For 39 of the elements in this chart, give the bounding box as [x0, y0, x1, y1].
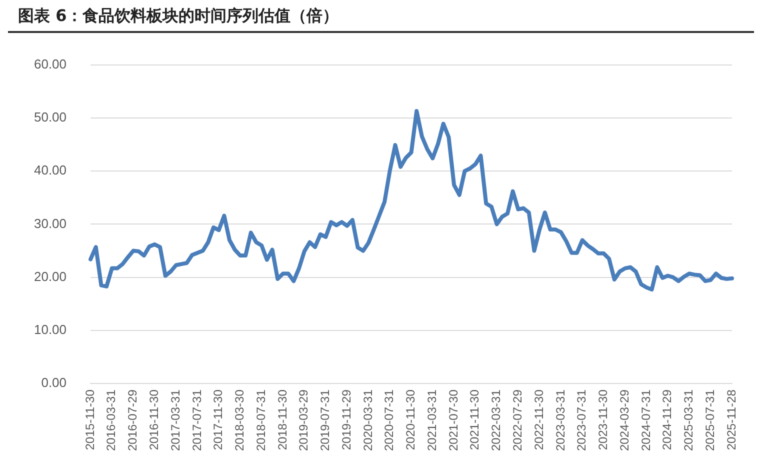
- x-tick-label: 2022-11-30: [532, 389, 546, 450]
- x-tick-label: 2018-07-31: [254, 389, 268, 452]
- x-tick-label: 2025-11-28: [724, 389, 738, 450]
- x-tick-label: 2020-03-31: [360, 389, 375, 452]
- y-tick-label: 40.00: [34, 162, 67, 178]
- x-tick-label: 2025-03-31: [682, 389, 696, 452]
- x-tick-label: 2021-03-31: [424, 389, 439, 452]
- x-tick-label: 2018-11-30: [275, 389, 290, 450]
- x-tick-label: 2016-03-31: [104, 389, 118, 452]
- x-tick-label: 2024-03-29: [617, 389, 632, 452]
- y-tick-label: 10.00: [34, 322, 67, 338]
- y-tick-label: 60.00: [34, 56, 67, 72]
- x-tick-label: 2023-03-31: [553, 389, 568, 452]
- y-tick-label: 30.00: [34, 216, 67, 231]
- y-tick-label: 20.00: [34, 268, 67, 284]
- chart-title: 图表 6：食品饮料板块的时间序列估值（倍）: [8, 0, 754, 33]
- x-tick-label: 2022-07-29: [510, 389, 524, 452]
- y-tick-label: 0.00: [41, 375, 67, 390]
- x-tick-label: 2021-07-30: [446, 389, 460, 452]
- x-tick-label: 2025-07-31: [702, 389, 717, 452]
- x-tick-label: 2016-07-29: [126, 389, 140, 452]
- x-tick-label: 2023-07-31: [574, 389, 589, 452]
- x-tick-label: 2019-11-29: [339, 389, 354, 450]
- x-tick-label: 2021-11-30: [468, 389, 482, 450]
- x-tick-label: 2020-07-31: [382, 389, 396, 452]
- x-tick-label: 2024-07-31: [638, 389, 653, 452]
- x-tick-label: 2023-11-30: [596, 389, 610, 450]
- x-tick-label: 2018-03-30: [232, 389, 247, 452]
- x-tick-label: 2017-07-31: [190, 389, 204, 452]
- x-tick-label: 2015-11-30: [82, 389, 97, 450]
- x-tick-label: 2016-11-30: [146, 389, 161, 450]
- y-tick-label: 50.00: [34, 110, 67, 125]
- x-tick-label: 2019-03-29: [296, 389, 311, 452]
- x-tick-label: 2017-03-31: [168, 389, 182, 452]
- x-tick-label: 2019-07-31: [318, 389, 332, 452]
- x-tick-label: 2022-03-31: [489, 389, 504, 452]
- x-tick-label: 2024-11-29: [660, 389, 674, 450]
- x-tick-label: 2017-11-30: [211, 389, 226, 450]
- x-tick-label: 2020-11-30: [404, 389, 418, 450]
